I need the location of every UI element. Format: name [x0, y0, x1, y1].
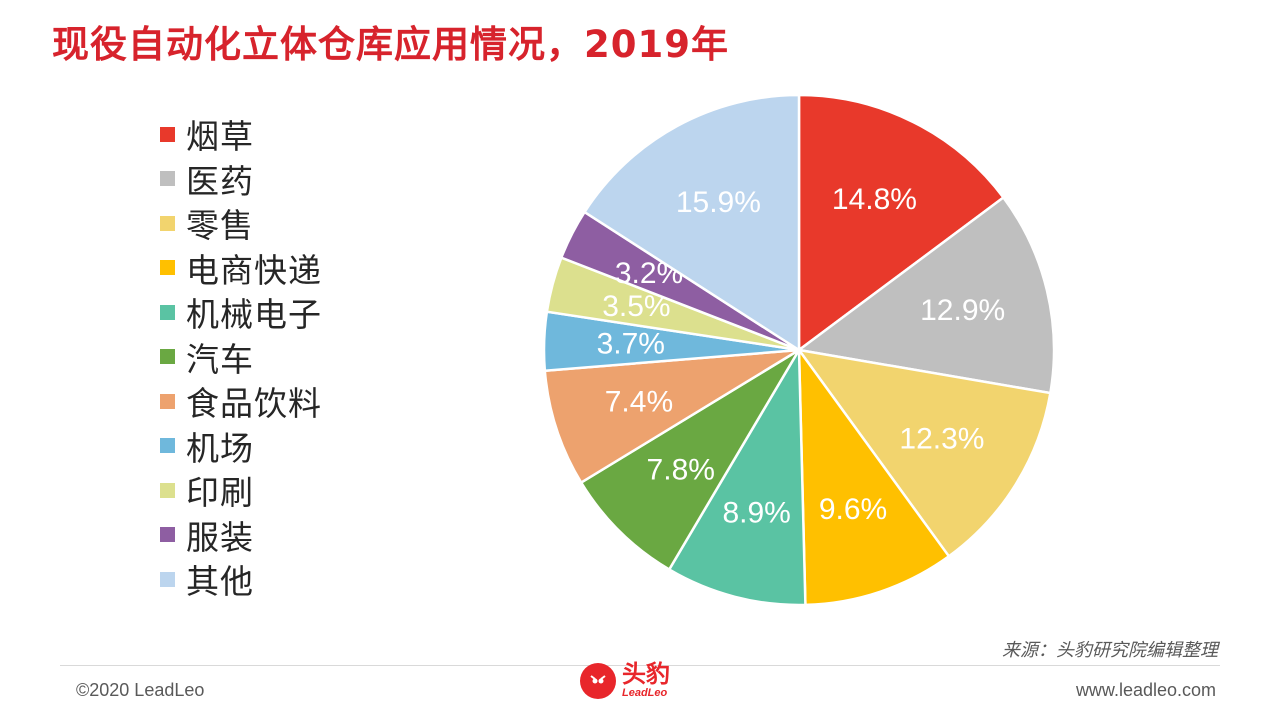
legend-label: 汽车 — [186, 339, 254, 379]
slice-data-label: 8.9% — [722, 496, 790, 529]
slice-data-label: 3.7% — [597, 328, 665, 361]
slice-data-label: 7.8% — [647, 453, 715, 486]
legend-swatch — [160, 215, 175, 231]
legend-swatch — [160, 393, 175, 409]
legend-item: 食品饮料 — [160, 379, 322, 424]
footer-divider — [60, 665, 1220, 666]
legend-label: 零售 — [186, 206, 254, 246]
legend-label: 机场 — [186, 428, 254, 468]
legend-label: 电商快递 — [186, 250, 322, 290]
pie-slice — [797, 346, 951, 607]
legend-label: 其他 — [186, 562, 254, 602]
legend-swatch — [160, 482, 175, 498]
legend-item: 电商快递 — [160, 246, 322, 291]
legend-swatch — [160, 171, 175, 187]
legend-label: 医药 — [186, 161, 254, 201]
slice-data-label: 15.9% — [676, 186, 761, 219]
leopard-icon — [580, 662, 616, 699]
legend-swatch — [160, 438, 175, 454]
legend-swatch — [160, 349, 175, 365]
legend-item: 印刷 — [160, 468, 322, 513]
legend-item: 烟草 — [160, 112, 322, 157]
chart-legend: 烟草 医药零售 电商快递机械电子 汽车食品饮料 机场印刷 服装其他 — [160, 112, 322, 602]
logo-text-cn: 头豹 — [622, 660, 670, 688]
legend-item: 服装 — [160, 513, 322, 558]
copyright-text: ©2020 LeadLeo — [76, 680, 205, 700]
slice-data-label: 7.4% — [605, 386, 673, 419]
legend-label: 服装 — [186, 517, 254, 557]
pie-slice — [543, 348, 800, 485]
legend-label: 烟草 — [186, 117, 254, 157]
page-title: 现役自动化立体仓库应用情况，2019年 — [52, 23, 729, 66]
legend-label: 食品饮料 — [186, 384, 322, 424]
legend-swatch — [160, 571, 175, 587]
website-link[interactable]: www.leadleo.com — [1075, 680, 1216, 700]
legend-item: 机场 — [160, 424, 322, 469]
slice-data-label: 12.3% — [899, 422, 984, 455]
legend-item: 零售 — [160, 201, 322, 246]
legend-swatch — [160, 126, 175, 142]
pie-slice — [667, 345, 807, 607]
legend-label: 印刷 — [186, 473, 254, 513]
slice-data-label: 12.9% — [920, 294, 1005, 327]
legend-swatch — [160, 304, 175, 320]
legend-item: 医药 — [160, 157, 322, 202]
pie-slice — [582, 93, 801, 353]
pie-slice — [579, 348, 801, 572]
slice-data-label: 9.6% — [819, 493, 887, 526]
pie-slice — [797, 93, 1006, 353]
legend-swatch — [160, 260, 175, 276]
leadleo-logo[interactable]: 头豹 LeadLeo — [580, 662, 670, 699]
legend-item: 其他 — [160, 557, 322, 602]
logo-text-en: LeadLeo — [622, 687, 668, 699]
legend-item: 汽车 — [160, 335, 322, 380]
legend-item: 机械电子 — [160, 290, 322, 335]
pie-slice — [796, 348, 1052, 559]
source-note: 来源：头豹研究院编辑整理 — [1002, 640, 1218, 661]
pie-slice — [795, 195, 1056, 395]
legend-label: 机械电子 — [186, 295, 322, 335]
slice-data-label: 14.8% — [832, 183, 917, 216]
legend-swatch — [160, 527, 175, 543]
